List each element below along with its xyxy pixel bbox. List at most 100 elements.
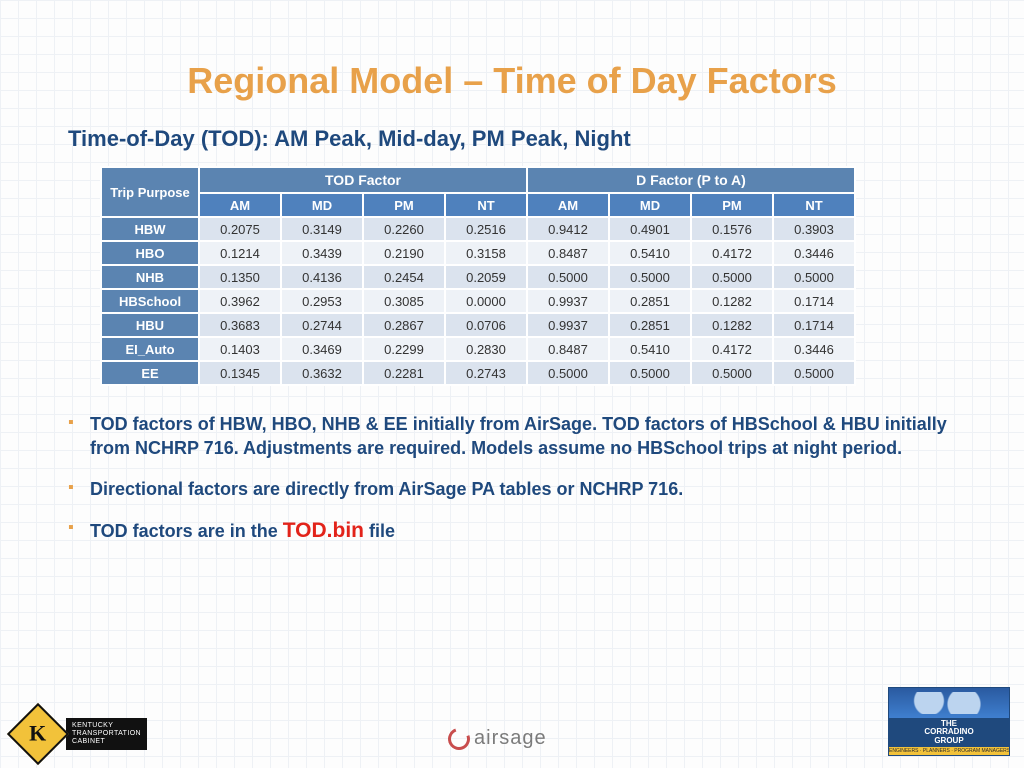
col-sub: AM	[527, 193, 609, 217]
cell: 0.0706	[445, 313, 527, 337]
col-sub: AM	[199, 193, 281, 217]
cell: 0.1403	[199, 337, 281, 361]
row-label: HBU	[101, 313, 199, 337]
table-row: HBU0.36830.27440.28670.07060.99370.28510…	[101, 313, 855, 337]
cell: 0.1345	[199, 361, 281, 385]
cell: 0.1714	[773, 313, 855, 337]
cell: 0.5000	[773, 361, 855, 385]
table-row: HBSchool0.39620.29530.30850.00000.99370.…	[101, 289, 855, 313]
row-label: HBSchool	[101, 289, 199, 313]
col-sub: NT	[773, 193, 855, 217]
cell: 0.1350	[199, 265, 281, 289]
cell: 0.4901	[609, 217, 691, 241]
col-trip-purpose: Trip Purpose	[101, 167, 199, 217]
kytc-label: KENTUCKYTRANSPORTATIONCABINET	[66, 718, 147, 749]
cell: 0.3085	[363, 289, 445, 313]
cell: 0.5410	[609, 337, 691, 361]
cell: 0.1214	[199, 241, 281, 265]
cell: 0.5000	[773, 265, 855, 289]
corradino-name: THE CORRADINO GROUP	[889, 718, 1009, 747]
cell: 0.3469	[281, 337, 363, 361]
col-sub: NT	[445, 193, 527, 217]
cell: 0.2190	[363, 241, 445, 265]
notes-list: TOD factors of HBW, HBO, NHB & EE initia…	[68, 412, 974, 545]
col-sub: PM	[363, 193, 445, 217]
cell: 0.5000	[691, 361, 773, 385]
bullet-3-pre: TOD factors are in the	[90, 521, 283, 541]
cell: 0.2516	[445, 217, 527, 241]
cell: 0.5000	[691, 265, 773, 289]
cell: 0.5000	[527, 361, 609, 385]
cell: 0.3632	[281, 361, 363, 385]
cell: 0.2830	[445, 337, 527, 361]
col-group-dfactor: D Factor (P to A)	[527, 167, 855, 193]
kytc-sign-icon: K	[7, 703, 69, 765]
airsage-logo: airsage	[448, 727, 547, 750]
table-row: HBO0.12140.34390.21900.31580.84870.54100…	[101, 241, 855, 265]
cell: 0.8487	[527, 337, 609, 361]
col-sub: MD	[281, 193, 363, 217]
cell: 0.1282	[691, 313, 773, 337]
airsage-text: airsage	[474, 727, 547, 750]
subtitle: Time-of-Day (TOD): AM Peak, Mid-day, PM …	[68, 126, 974, 152]
cell: 0.3446	[773, 241, 855, 265]
table-row: NHB0.13500.41360.24540.20590.50000.50000…	[101, 265, 855, 289]
cell: 0.2281	[363, 361, 445, 385]
corradino-line3: GROUP	[934, 736, 963, 745]
cell: 0.5410	[609, 241, 691, 265]
cell: 0.3439	[281, 241, 363, 265]
cell: 0.2299	[363, 337, 445, 361]
cell: 0.2059	[445, 265, 527, 289]
cell: 0.2454	[363, 265, 445, 289]
cell: 0.5000	[527, 265, 609, 289]
cell: 0.2260	[363, 217, 445, 241]
cell: 0.9937	[527, 289, 609, 313]
cell: 0.4172	[691, 337, 773, 361]
cell: 0.2743	[445, 361, 527, 385]
cell: 0.4136	[281, 265, 363, 289]
row-label: EI_Auto	[101, 337, 199, 361]
cell: 0.2953	[281, 289, 363, 313]
row-label: EE	[101, 361, 199, 385]
row-label: HBO	[101, 241, 199, 265]
cell: 0.2075	[199, 217, 281, 241]
cell: 0.4172	[691, 241, 773, 265]
bullet-2: Directional factors are directly from Ai…	[68, 477, 974, 501]
kytc-logo: K KENTUCKYTRANSPORTATIONCABINET	[16, 712, 147, 756]
corradino-tagline: ENGINEERS · PLANNERS · PROGRAM MANAGERS …	[889, 747, 1009, 755]
corradino-logo: THE CORRADINO GROUP ENGINEERS · PLANNERS…	[888, 687, 1010, 756]
col-sub: PM	[691, 193, 773, 217]
airsage-swirl-icon	[444, 724, 473, 753]
cell: 0.3149	[281, 217, 363, 241]
cell: 0.1282	[691, 289, 773, 313]
table-row: HBW0.20750.31490.22600.25160.94120.49010…	[101, 217, 855, 241]
cell: 0.2851	[609, 313, 691, 337]
cell: 0.9412	[527, 217, 609, 241]
row-label: HBW	[101, 217, 199, 241]
table-row: EE0.13450.36320.22810.27430.50000.50000.…	[101, 361, 855, 385]
tod-table: Trip Purpose TOD Factor D Factor (P to A…	[100, 166, 856, 386]
cell: 0.0000	[445, 289, 527, 313]
table-row: EI_Auto0.14030.34690.22990.28300.84870.5…	[101, 337, 855, 361]
cell: 0.3683	[199, 313, 281, 337]
cell: 0.1576	[691, 217, 773, 241]
cell: 0.9937	[527, 313, 609, 337]
row-label: NHB	[101, 265, 199, 289]
page-title: Regional Model – Time of Day Factors	[50, 60, 974, 102]
cell: 0.3903	[773, 217, 855, 241]
col-sub: MD	[609, 193, 691, 217]
cell: 0.2851	[609, 289, 691, 313]
col-group-tod: TOD Factor	[199, 167, 527, 193]
cell: 0.5000	[609, 265, 691, 289]
cell: 0.1714	[773, 289, 855, 313]
cell: 0.3158	[445, 241, 527, 265]
footer: K KENTUCKYTRANSPORTATIONCABINET airsage …	[0, 696, 1024, 756]
cell: 0.5000	[609, 361, 691, 385]
tod-bin-filename: TOD.bin	[283, 519, 364, 542]
cell: 0.8487	[527, 241, 609, 265]
cell: 0.3446	[773, 337, 855, 361]
bullet-1: TOD factors of HBW, HBO, NHB & EE initia…	[68, 412, 974, 461]
cell: 0.3962	[199, 289, 281, 313]
bullet-3-post: file	[364, 521, 395, 541]
tod-table-wrap: Trip Purpose TOD Factor D Factor (P to A…	[100, 166, 974, 386]
